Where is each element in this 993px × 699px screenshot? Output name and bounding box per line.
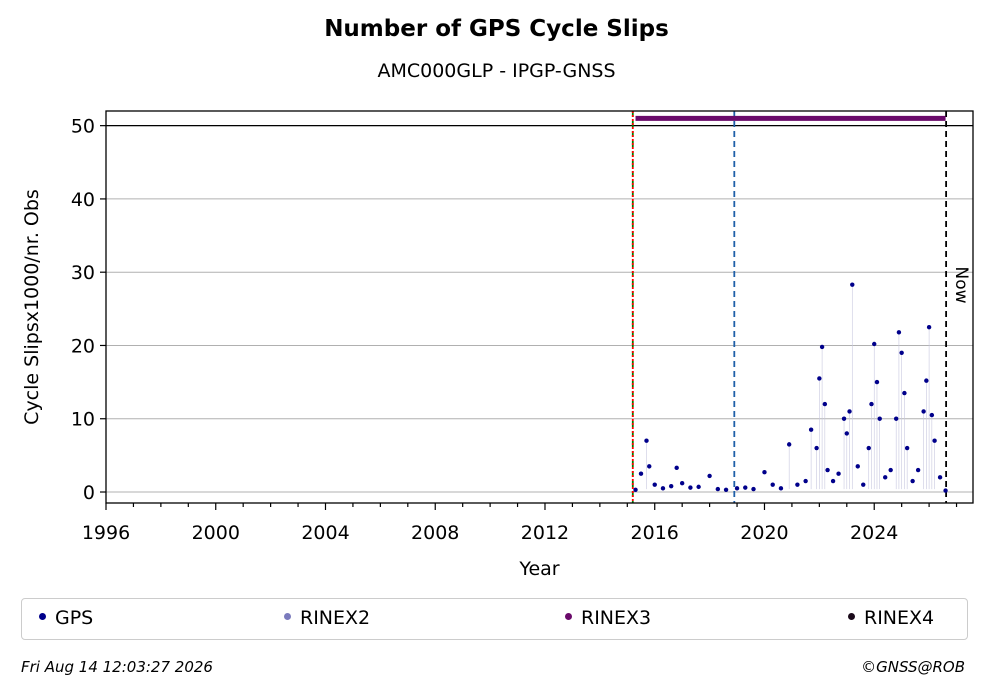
legend-marker-rinex4 — [848, 613, 855, 620]
data-point-gps — [660, 486, 666, 491]
y-tick-label: 0 — [83, 482, 95, 504]
data-point-gps — [893, 416, 899, 421]
data-point-gps — [896, 330, 902, 335]
data-point-gps — [668, 483, 674, 489]
data-point-gps — [902, 390, 907, 396]
timestamp: Fri Aug 14 12:03:27 2026 — [21, 658, 213, 676]
data-point-gps — [872, 341, 877, 347]
legend: GPS RINEX2 RINEX3 RINEX4 — [21, 598, 968, 640]
data-point-gps — [770, 482, 775, 487]
x-tick-label: 2004 — [301, 522, 349, 544]
data-point-gps — [762, 470, 767, 475]
data-point-gps — [633, 487, 638, 493]
data-point-gps — [715, 486, 721, 492]
legend-marker-gps — [39, 613, 46, 620]
legend-item-rinex2: RINEX2 — [284, 607, 370, 629]
x-tick-label: 2020 — [740, 522, 788, 544]
plot-frame — [105, 110, 974, 504]
data-point-gps — [924, 378, 929, 383]
x-tick-label: 2008 — [411, 522, 459, 544]
data-point-gps — [855, 464, 860, 469]
data-point-gps — [786, 442, 792, 447]
legend-marker-rinex3 — [565, 613, 572, 620]
data-point-gps — [723, 487, 729, 493]
x-axis-label: Year — [518, 558, 559, 580]
legend-item-rinex4: RINEX4 — [848, 607, 934, 629]
legend-label: RINEX3 — [581, 607, 652, 629]
data-point-gps — [841, 416, 847, 421]
data-point-gps — [743, 485, 748, 490]
data-point-gps — [817, 376, 822, 381]
y-tick-label: 20 — [71, 335, 95, 357]
data-point-gps — [638, 471, 644, 476]
data-point-gps — [836, 471, 841, 476]
data-point-gps — [904, 445, 910, 451]
data-point-gps — [921, 409, 926, 414]
legend-label: GPS — [55, 607, 94, 629]
data-point-gps — [688, 485, 693, 490]
data-point-gps — [696, 484, 701, 490]
data-point-gps — [844, 431, 849, 436]
y-tick-label: 50 — [71, 116, 95, 138]
data-point-gps — [869, 401, 874, 407]
data-point-gps — [943, 488, 948, 493]
x-tick-label: 2016 — [631, 522, 679, 544]
data-point-gps — [734, 486, 740, 491]
chart-title: Number of GPS Cycle Slips — [324, 16, 669, 42]
data-point-gps — [674, 465, 679, 471]
data-point-gps — [819, 344, 825, 350]
data-point-gps — [795, 482, 800, 487]
legend-item-gps: GPS — [39, 607, 93, 629]
data-point-gps — [899, 350, 904, 355]
data-point-gps — [847, 409, 852, 414]
data-point-gps — [926, 324, 932, 330]
data-point-gps — [652, 482, 657, 487]
data-point-gps — [866, 445, 871, 451]
data-point-gps — [861, 482, 866, 487]
legend-item-rinex3: RINEX3 — [565, 607, 651, 629]
data-point-gps — [830, 478, 836, 484]
data-point-gps — [932, 438, 937, 443]
data-point-gps — [644, 438, 649, 443]
chart-subtitle: AMC000GLP - IPGP-GNSS — [377, 60, 616, 82]
legend-marker-rinex2 — [284, 613, 291, 620]
data-point-gps — [803, 478, 808, 484]
data-point-gps — [822, 401, 828, 407]
y-tick-label: 40 — [71, 189, 95, 211]
grid-lines — [106, 125, 973, 493]
data-point-gps — [915, 467, 921, 473]
x-tick-label: 2012 — [521, 522, 569, 544]
data-point-gps — [910, 478, 915, 484]
axes: 0 10 20 30 40 50 1996 2000 2004 2008 2012 2016 2020 2… — [71, 116, 958, 544]
data-point-gps — [877, 416, 882, 421]
y-axis-label: Cycle Slipsx1000/nr. Obs — [21, 189, 43, 425]
y-tick-label: 10 — [71, 409, 95, 431]
now-label: Now — [951, 266, 971, 303]
data-point-gps — [874, 379, 880, 385]
data-point-gps — [825, 467, 830, 473]
data-point-gps — [679, 481, 685, 486]
y-tick-label: 30 — [71, 262, 95, 284]
x-tick-label: 2000 — [192, 522, 240, 544]
reference-lines: Now — [106, 111, 973, 503]
data-point-gps — [850, 282, 855, 287]
data-point-gps — [929, 412, 935, 418]
legend-label: RINEX4 — [864, 607, 935, 629]
x-tick-label: 1996 — [82, 522, 130, 544]
data-point-gps — [647, 464, 652, 469]
data-point-gps — [751, 486, 756, 492]
legend-label: RINEX2 — [300, 607, 371, 629]
data-point-gps — [814, 445, 819, 451]
data-point-gps — [883, 475, 888, 480]
data-points — [633, 282, 948, 493]
data-point-gps — [778, 486, 784, 491]
data-point-gps — [888, 467, 893, 473]
copyright: ©GNSS@ROB — [861, 658, 965, 676]
x-tick-label: 2024 — [850, 522, 898, 544]
data-point-gps — [707, 473, 712, 479]
data-point-gps — [808, 427, 814, 432]
data-point-gps — [937, 475, 943, 480]
